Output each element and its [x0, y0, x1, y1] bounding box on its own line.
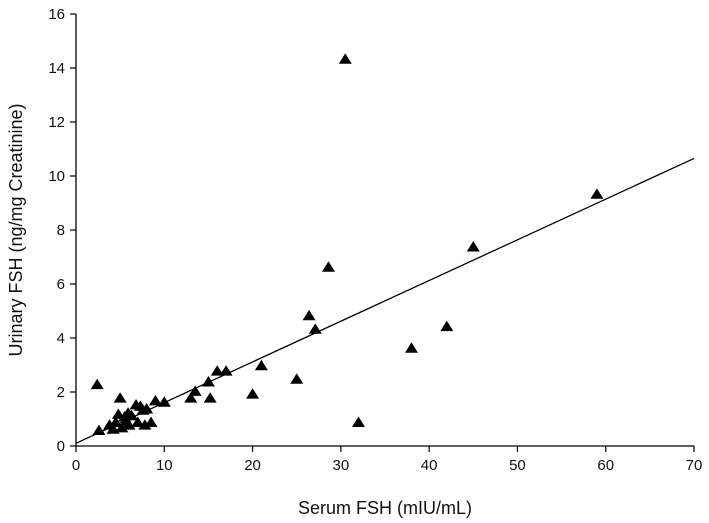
x-tick-label: 40 — [421, 457, 438, 474]
y-tick-label: 10 — [48, 168, 65, 185]
y-axis-ticks: 0 2 4 6 8 10 12 14 16 — [48, 6, 76, 455]
data-point-triangle — [148, 394, 162, 406]
data-point-triangle — [144, 416, 158, 427]
data-point-triangle — [308, 323, 322, 334]
data-point-triangle — [440, 320, 454, 332]
data-point-triangle — [188, 385, 202, 396]
data-point-triangle — [590, 188, 604, 199]
data-point-triangle — [290, 373, 304, 384]
x-tick-label: 60 — [597, 457, 614, 474]
data-point-triangle — [352, 416, 366, 427]
data-point-triangle — [302, 309, 316, 321]
data-point-triangle — [321, 261, 335, 272]
data-point-triangle — [92, 424, 106, 436]
y-tick-label: 14 — [48, 60, 65, 77]
y-tick-label: 16 — [48, 6, 65, 23]
x-tick-label: 20 — [244, 457, 261, 474]
x-tick-label: 70 — [686, 457, 703, 474]
data-point-triangle — [184, 392, 198, 403]
regression-line — [75, 157, 695, 444]
x-tick-label: 0 — [72, 457, 80, 474]
y-tick-label: 6 — [57, 276, 65, 293]
y-axis-title: Urinary FSH (ng/mg Creatinine) — [6, 103, 26, 356]
x-axis-title: Serum FSH (mIU/mL) — [298, 498, 472, 518]
y-tick-label: 12 — [48, 114, 65, 131]
data-point-triangle — [338, 53, 352, 64]
data-point-triangle — [246, 388, 260, 399]
data-point-triangle — [466, 241, 480, 252]
data-point-triangle — [203, 392, 217, 403]
x-tick-label: 10 — [156, 457, 173, 474]
data-point-triangle — [90, 378, 104, 390]
y-tick-label: 8 — [57, 222, 65, 239]
data-point-triangle — [210, 365, 224, 376]
plot-area: 0 10 20 30 40 50 60 70 0 2 4 6 8 10 12 14 16 — [48, 6, 702, 474]
data-point-triangle — [138, 419, 152, 430]
y-tick-label: 4 — [57, 330, 65, 347]
data-point-triangle — [140, 403, 154, 414]
data-point-triangle — [122, 419, 136, 430]
x-tick-label: 50 — [509, 457, 526, 474]
data-point-triangle — [404, 342, 418, 353]
data-point-triangle — [131, 416, 145, 427]
data-point-triangle — [115, 421, 129, 433]
data-point-triangle — [109, 416, 123, 427]
x-tick-label: 30 — [333, 457, 350, 474]
x-axis-ticks: 0 10 20 30 40 50 60 70 — [72, 446, 703, 474]
data-point-triangle — [254, 359, 268, 371]
data-point-triangle — [125, 409, 139, 421]
y-tick-label: 2 — [57, 384, 65, 401]
y-tick-label: 0 — [57, 438, 65, 455]
data-point-triangle — [113, 392, 127, 403]
data-points — [90, 53, 604, 436]
